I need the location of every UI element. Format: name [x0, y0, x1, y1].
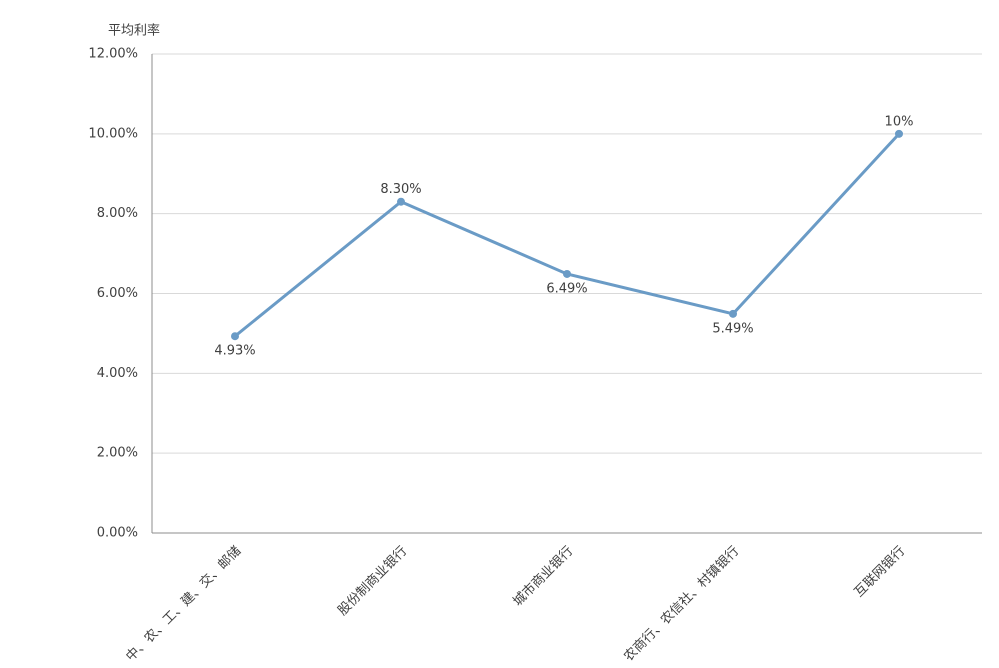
data-label: 8.30% [380, 182, 421, 197]
y-tick-label: 8.00% [97, 206, 138, 221]
data-point [563, 269, 571, 278]
y-tick-label: 12.00% [88, 47, 138, 62]
data-point [729, 309, 737, 318]
data-point [231, 332, 239, 341]
y-tick-label: 4.00% [97, 366, 138, 381]
x-tick-label: 股份制商业银行 [335, 544, 410, 619]
y-axis-label: 平均利率 [108, 23, 160, 39]
x-tick-label: 城市商业银行 [510, 543, 576, 609]
y-tick-label: 0.00% [97, 526, 138, 541]
data-label: 5.49% [712, 321, 753, 336]
y-tick-label: 6.00% [97, 286, 138, 301]
data-label: 10% [885, 114, 914, 129]
x-tick-label: 农商行、农信社、村镇银行 [621, 543, 743, 665]
x-tick-label: 中、农、工、建、交、邮储 [123, 543, 245, 665]
x-tick-label: 互联网银行 [852, 544, 909, 601]
data-label: 6.49% [546, 281, 587, 296]
y-tick-label: 10.00% [88, 126, 138, 141]
data-point [397, 197, 405, 206]
y-tick-label: 2.00% [97, 446, 138, 461]
data-label: 4.93% [214, 344, 255, 359]
data-point [895, 129, 903, 138]
series-line [234, 132, 901, 338]
